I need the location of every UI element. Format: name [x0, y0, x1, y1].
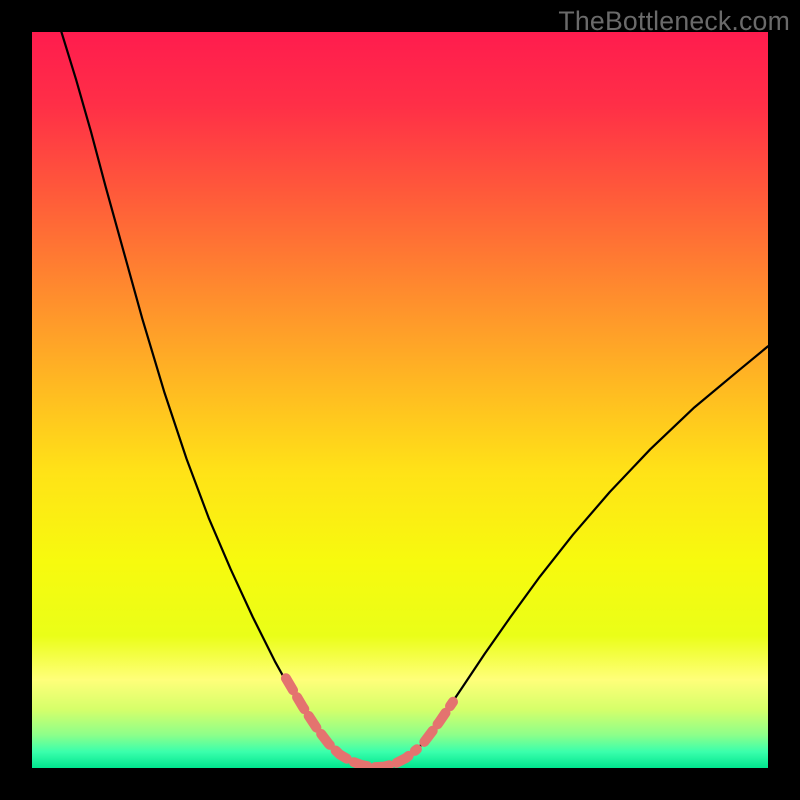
chart-stage: TheBottleneck.com [0, 0, 800, 800]
plot-background [32, 32, 768, 768]
